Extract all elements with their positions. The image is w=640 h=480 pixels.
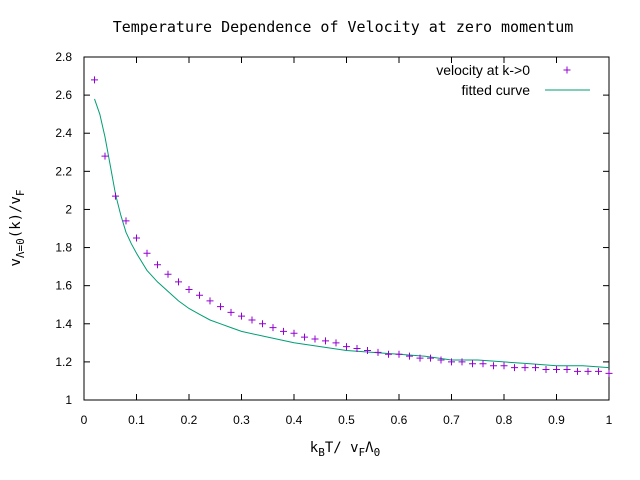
data-point <box>290 329 298 337</box>
data-point <box>185 285 193 293</box>
data-point <box>311 335 319 343</box>
x-tick-label: 0 <box>81 413 88 427</box>
data-point <box>217 303 224 311</box>
data-point <box>479 360 487 368</box>
data-point <box>269 324 277 332</box>
y-tick-label: 2.8 <box>55 50 72 64</box>
data-point <box>196 291 203 299</box>
data-point <box>259 320 266 328</box>
y-tick-label: 1.2 <box>55 355 72 369</box>
data-point <box>343 343 350 351</box>
legend-plus-icon <box>563 66 571 74</box>
x-tick-label: 0.9 <box>548 413 565 427</box>
data-point <box>91 76 98 84</box>
data-point <box>227 308 235 316</box>
legend-label-fitted: fitted curve <box>462 82 531 98</box>
data-point <box>427 354 434 362</box>
x-tick-label: 0.5 <box>338 413 355 427</box>
data-point <box>469 360 476 368</box>
legend-label-velocity: velocity at k->0 <box>436 62 530 78</box>
x-tick-label: 0.6 <box>391 413 408 427</box>
data-point <box>154 261 161 269</box>
data-point <box>395 350 403 358</box>
data-point <box>542 366 550 374</box>
y-tick-label: 1.6 <box>55 279 72 293</box>
data-point <box>332 339 340 347</box>
data-point <box>511 364 518 372</box>
velocity-points-series <box>91 76 613 377</box>
y-tick-label: 1.8 <box>55 241 72 255</box>
data-point <box>406 352 413 360</box>
data-point <box>133 234 140 242</box>
x-tick-labels: 0 0.1 0.2 0.3 0.4 0.5 0.6 0.7 0.8 0.9 1 <box>81 413 613 427</box>
data-point <box>437 356 445 364</box>
data-point <box>280 327 287 335</box>
data-point <box>500 362 508 370</box>
data-point <box>374 348 382 356</box>
data-point <box>385 350 392 358</box>
data-point <box>532 364 539 372</box>
y-tick-label: 1 <box>65 393 72 407</box>
data-point <box>248 316 256 324</box>
x-axis-label: kBT/ vFΛ0 <box>310 440 380 459</box>
fitted-curve-line <box>94 98 610 369</box>
data-point <box>553 366 560 374</box>
x-tick-label: 0.4 <box>286 413 303 427</box>
y-axis-label: vΛ=0(k)/vF <box>8 189 27 266</box>
data-point <box>101 152 109 160</box>
data-point <box>301 333 308 341</box>
data-point <box>112 192 119 200</box>
data-point <box>490 362 497 370</box>
x-tick-label: 0.3 <box>233 413 250 427</box>
legend-marker-plus <box>563 66 571 74</box>
y-tick-label: 2.6 <box>55 88 72 102</box>
fitted-curve-series <box>94 98 610 369</box>
chart-title: Temperature Dependence of Velocity at ze… <box>113 18 574 36</box>
data-point <box>143 249 151 257</box>
y-tick-label: 2.4 <box>55 126 72 140</box>
data-point <box>364 346 371 354</box>
y-tick-label: 1.4 <box>55 317 72 331</box>
y-tick-labels: 1 1.2 1.4 1.6 1.8 2 2.2 2.4 2.6 2.8 <box>55 50 72 407</box>
data-point <box>521 364 529 372</box>
data-point <box>574 367 581 375</box>
data-point <box>458 358 466 366</box>
x-tick-label: 0.8 <box>496 413 513 427</box>
x-tick-label: 0.7 <box>443 413 460 427</box>
data-point <box>353 345 361 353</box>
x-tick-label: 0.2 <box>181 413 198 427</box>
data-point <box>448 358 455 366</box>
data-point <box>584 367 592 375</box>
axis-ticks <box>83 56 610 401</box>
x-tick-label: 1 <box>606 413 613 427</box>
data-point <box>563 366 571 374</box>
legend: velocity at k->0 fitted curve <box>436 62 590 98</box>
data-point <box>164 270 172 278</box>
x-tick-label: 0.1 <box>128 413 145 427</box>
y-tick-label: 2 <box>65 202 72 216</box>
data-point <box>175 278 182 286</box>
data-point <box>238 312 245 320</box>
data-point <box>595 367 602 375</box>
data-point <box>605 369 613 377</box>
data-point <box>322 337 329 345</box>
y-tick-label: 2.2 <box>55 164 72 178</box>
data-point <box>416 354 424 362</box>
data-point <box>122 217 130 225</box>
data-point <box>206 297 214 305</box>
